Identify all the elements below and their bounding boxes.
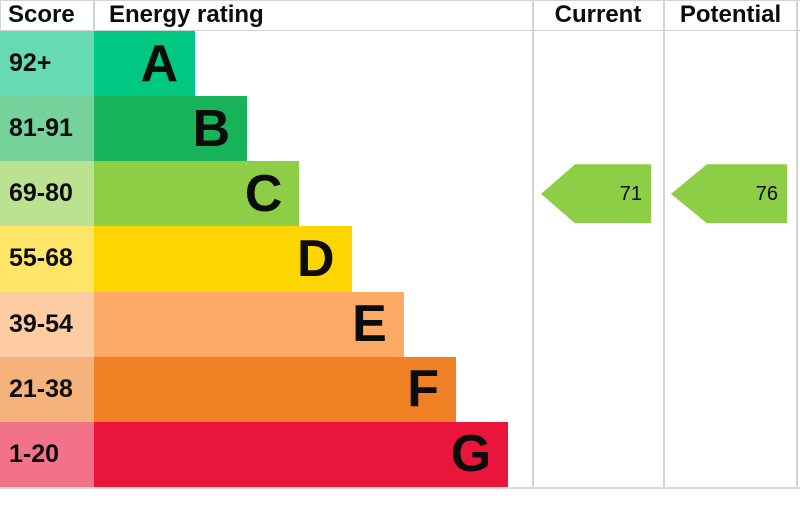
score-cell-d: 55-68 [0, 226, 94, 292]
score-column-divider [93, 0, 95, 30]
score-header: Score [8, 1, 75, 28]
energy-band-g: G [94, 421, 509, 487]
energy-band-b: B [94, 96, 248, 162]
band-row-f: 21-38 F [0, 356, 800, 422]
score-cell-b: 81-91 [0, 96, 94, 162]
band-row-d: 55-68 D [0, 226, 800, 292]
header-left-border [0, 0, 1, 30]
band-row-b: 81-91 B [0, 96, 800, 162]
header-bottom-border [0, 30, 800, 31]
score-cell-e: 39-54 [0, 291, 94, 357]
score-cell-g: 1-20 [0, 421, 94, 487]
potential-column-right-border [796, 0, 798, 487]
current-column-left-divider [532, 0, 534, 487]
potential-column-left-divider [663, 0, 665, 487]
energy-band-f: F [94, 356, 456, 422]
energy-band-e: E [94, 291, 404, 357]
potential-header: Potential [679, 1, 782, 28]
energy-band-c: C [94, 161, 300, 227]
current-header: Current [554, 1, 642, 28]
band-row-e: 39-54 E [0, 291, 800, 357]
band-row-c: 69-80 C [0, 161, 800, 227]
score-cell-a: 92+ [0, 31, 94, 97]
bands-area: 92+ A 81-91 B 69-80 C 55-68 D 39-54 E 21-38 F 1-20 G [0, 31, 800, 487]
energy-band-d: D [94, 226, 352, 292]
energy-rating-header: Energy rating [109, 1, 264, 28]
score-cell-f: 21-38 [0, 356, 94, 422]
score-cell-c: 69-80 [0, 161, 94, 227]
energy-band-a: A [94, 31, 195, 97]
band-row-a: 92+ A [0, 31, 800, 97]
band-row-g: 1-20 G [0, 421, 800, 487]
table-top-border [0, 0, 800, 1]
table-bottom-border [0, 487, 800, 489]
